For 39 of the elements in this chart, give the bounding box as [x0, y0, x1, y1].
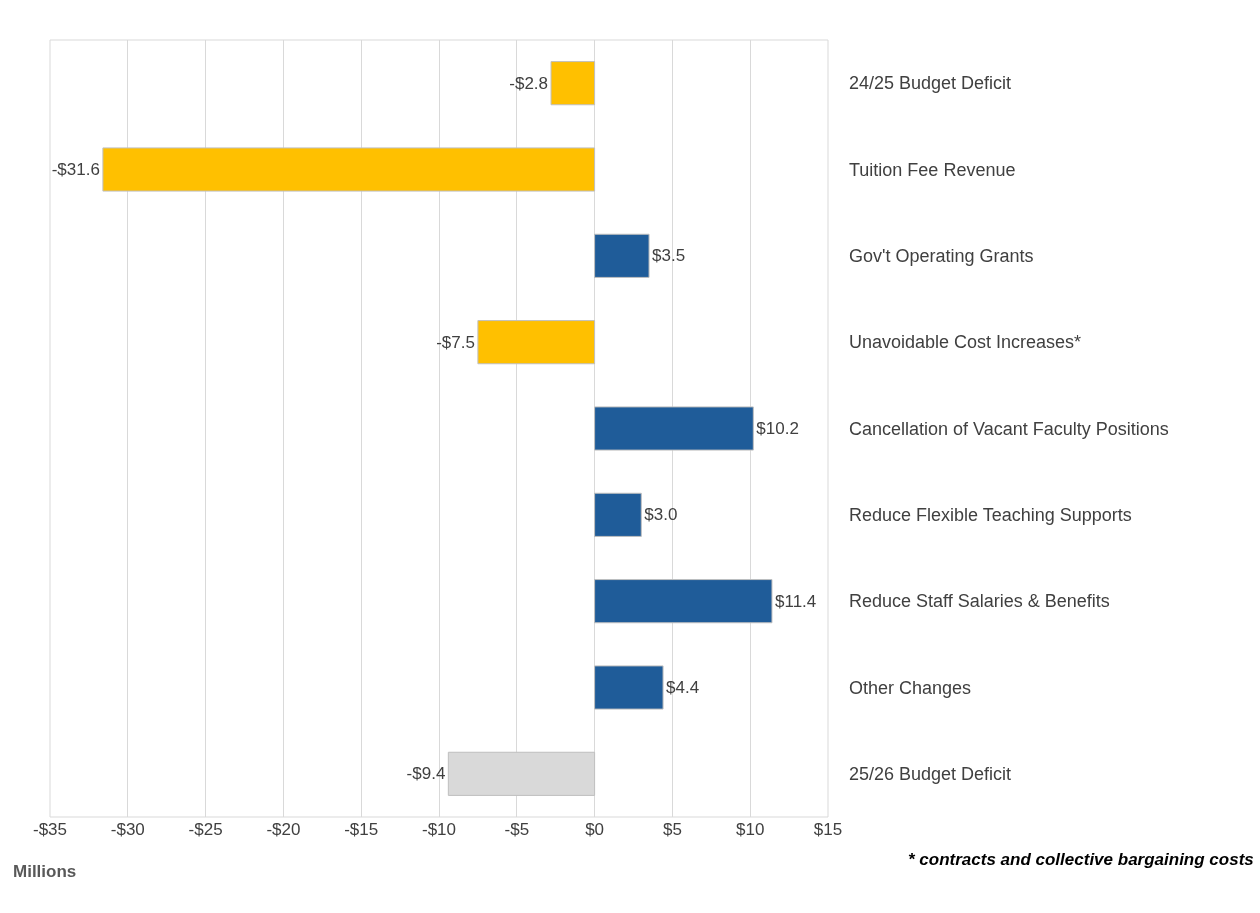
- x-tick-label: -$35: [32, 820, 68, 839]
- x-axis-title: Millions: [13, 862, 77, 881]
- bar: [594, 665, 664, 710]
- bar: [594, 406, 754, 451]
- data-label: -$7.5: [436, 332, 475, 352]
- data-label: -$31.6: [51, 160, 100, 179]
- bar: [594, 492, 642, 537]
- bar: [477, 320, 596, 365]
- y-tick-label: Tuition Fee Revenue: [849, 159, 1016, 180]
- x-tick-label: -$15: [344, 820, 379, 839]
- y-tick-label: Reduce Flexible Teaching Supports: [849, 505, 1132, 526]
- bar: [550, 61, 596, 106]
- y-tick-label: 24/25 Budget Deficit: [849, 73, 1012, 94]
- y-tick-label: Reduce Staff Salaries & Benefits: [849, 591, 1110, 612]
- x-tick-label: -$20: [266, 820, 301, 839]
- x-tick-label: -$5: [504, 820, 530, 839]
- x-tick-label: -$10: [421, 820, 457, 839]
- data-label: $10.2: [756, 419, 799, 438]
- data-label: -$2.8: [509, 73, 549, 93]
- y-tick-label: Unavoidable Cost Increases*: [849, 332, 1082, 353]
- bar: [594, 233, 650, 278]
- y-tick-label: Other Changes: [849, 677, 972, 698]
- text: * contracts and collective bargaining costs: [908, 850, 1254, 869]
- bar: [594, 579, 773, 624]
- x-tick-label: $10: [736, 820, 765, 839]
- x-tick-label: $15: [813, 820, 843, 839]
- x-tick-label: -$30: [110, 820, 145, 839]
- bar: [102, 147, 596, 192]
- data-label: $4.4: [666, 678, 700, 697]
- data-label: -$9.4: [406, 764, 446, 784]
- data-label: $3.5: [652, 246, 686, 266]
- y-tick-label: Cancellation of Vacant Faculty Positions: [849, 418, 1169, 439]
- y-tick-label: Gov't Operating Grants: [849, 246, 1034, 267]
- data-label: $11.4: [774, 591, 817, 611]
- data-label: $3.0: [644, 505, 678, 525]
- x-tick-label: -$25: [188, 820, 223, 839]
- x-tick-label: $0: [585, 820, 605, 839]
- y-tick-label: 25/26 Budget Deficit: [849, 764, 1012, 785]
- x-tick-label: $5: [662, 820, 682, 839]
